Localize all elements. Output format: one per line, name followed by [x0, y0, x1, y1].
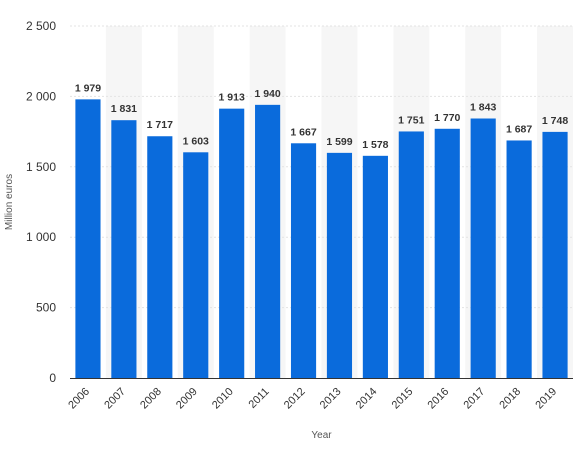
x-tick-label: 2017	[462, 386, 488, 412]
y-tick-label: 500	[36, 301, 56, 315]
y-tick-label: 1 500	[26, 160, 56, 174]
x-tick-label: 2010	[210, 386, 236, 412]
bar-2007[interactable]	[111, 120, 137, 379]
bars	[75, 99, 568, 379]
bar-2019[interactable]	[542, 131, 568, 378]
x-tick-label: 2009	[174, 386, 200, 412]
data-labels: 1 979 1 831 1 717 1 603 1 913 1 940 1 667 1 599…	[75, 82, 569, 150]
y-tick-label: 2 500	[26, 19, 56, 33]
data-label: 1 770	[434, 112, 460, 124]
x-tick-label: 2011	[247, 386, 272, 411]
x-axis-title: Year	[311, 430, 332, 441]
y-axis-title: Million euros	[4, 174, 15, 230]
data-label: 1 717	[147, 119, 173, 131]
x-tick-label: 2007	[102, 386, 128, 412]
data-label: 1 913	[219, 92, 245, 104]
x-tick-label: 2019	[533, 386, 559, 412]
x-tick-label: 2014	[354, 386, 380, 412]
x-tick-label: 2018	[497, 386, 523, 412]
bar-2017[interactable]	[470, 118, 496, 378]
data-label: 1 979	[75, 82, 101, 94]
bar-2015[interactable]	[398, 131, 424, 378]
bar-2016[interactable]	[434, 128, 460, 378]
data-label: 1 687	[506, 123, 532, 135]
bar-2014[interactable]	[362, 155, 388, 378]
bar-2006[interactable]	[75, 99, 101, 378]
y-tick-label: 2 000	[26, 89, 56, 103]
data-label: 1 843	[470, 102, 496, 114]
x-tick-label: 2013	[318, 386, 344, 412]
data-label: 1 940	[254, 88, 280, 100]
x-tick-label: 2015	[390, 386, 416, 412]
bar-2012[interactable]	[290, 143, 317, 378]
y-tick-label: 0	[49, 371, 56, 385]
data-label: 1 667	[290, 126, 316, 138]
data-label: 1 578	[362, 139, 388, 151]
data-label: 1 748	[542, 115, 568, 127]
data-label: 1 831	[111, 103, 137, 115]
x-tick-label: 2006	[66, 386, 92, 412]
data-label: 1 599	[326, 136, 352, 148]
bar-2010[interactable]	[219, 108, 245, 378]
x-axis-ticks: 2006 2007 2008 2009 2010 2011 2012 2013 2014 2015…	[66, 386, 559, 412]
bar-2009[interactable]	[183, 152, 209, 378]
x-tick-label: 2016	[426, 386, 452, 412]
x-tick-label: 2012	[282, 386, 308, 412]
data-label: 1 603	[183, 135, 209, 147]
bar-2013[interactable]	[326, 152, 353, 378]
x-tick-label: 2008	[138, 386, 164, 412]
y-axis-ticks: 0 500 1 000 1 500 2 000 2 500	[26, 19, 56, 385]
y-tick-label: 1 000	[26, 230, 56, 244]
bar-2018[interactable]	[506, 140, 532, 378]
data-label: 1 751	[398, 114, 424, 126]
bar-2008[interactable]	[147, 136, 173, 378]
bar-2011[interactable]	[255, 104, 281, 379]
